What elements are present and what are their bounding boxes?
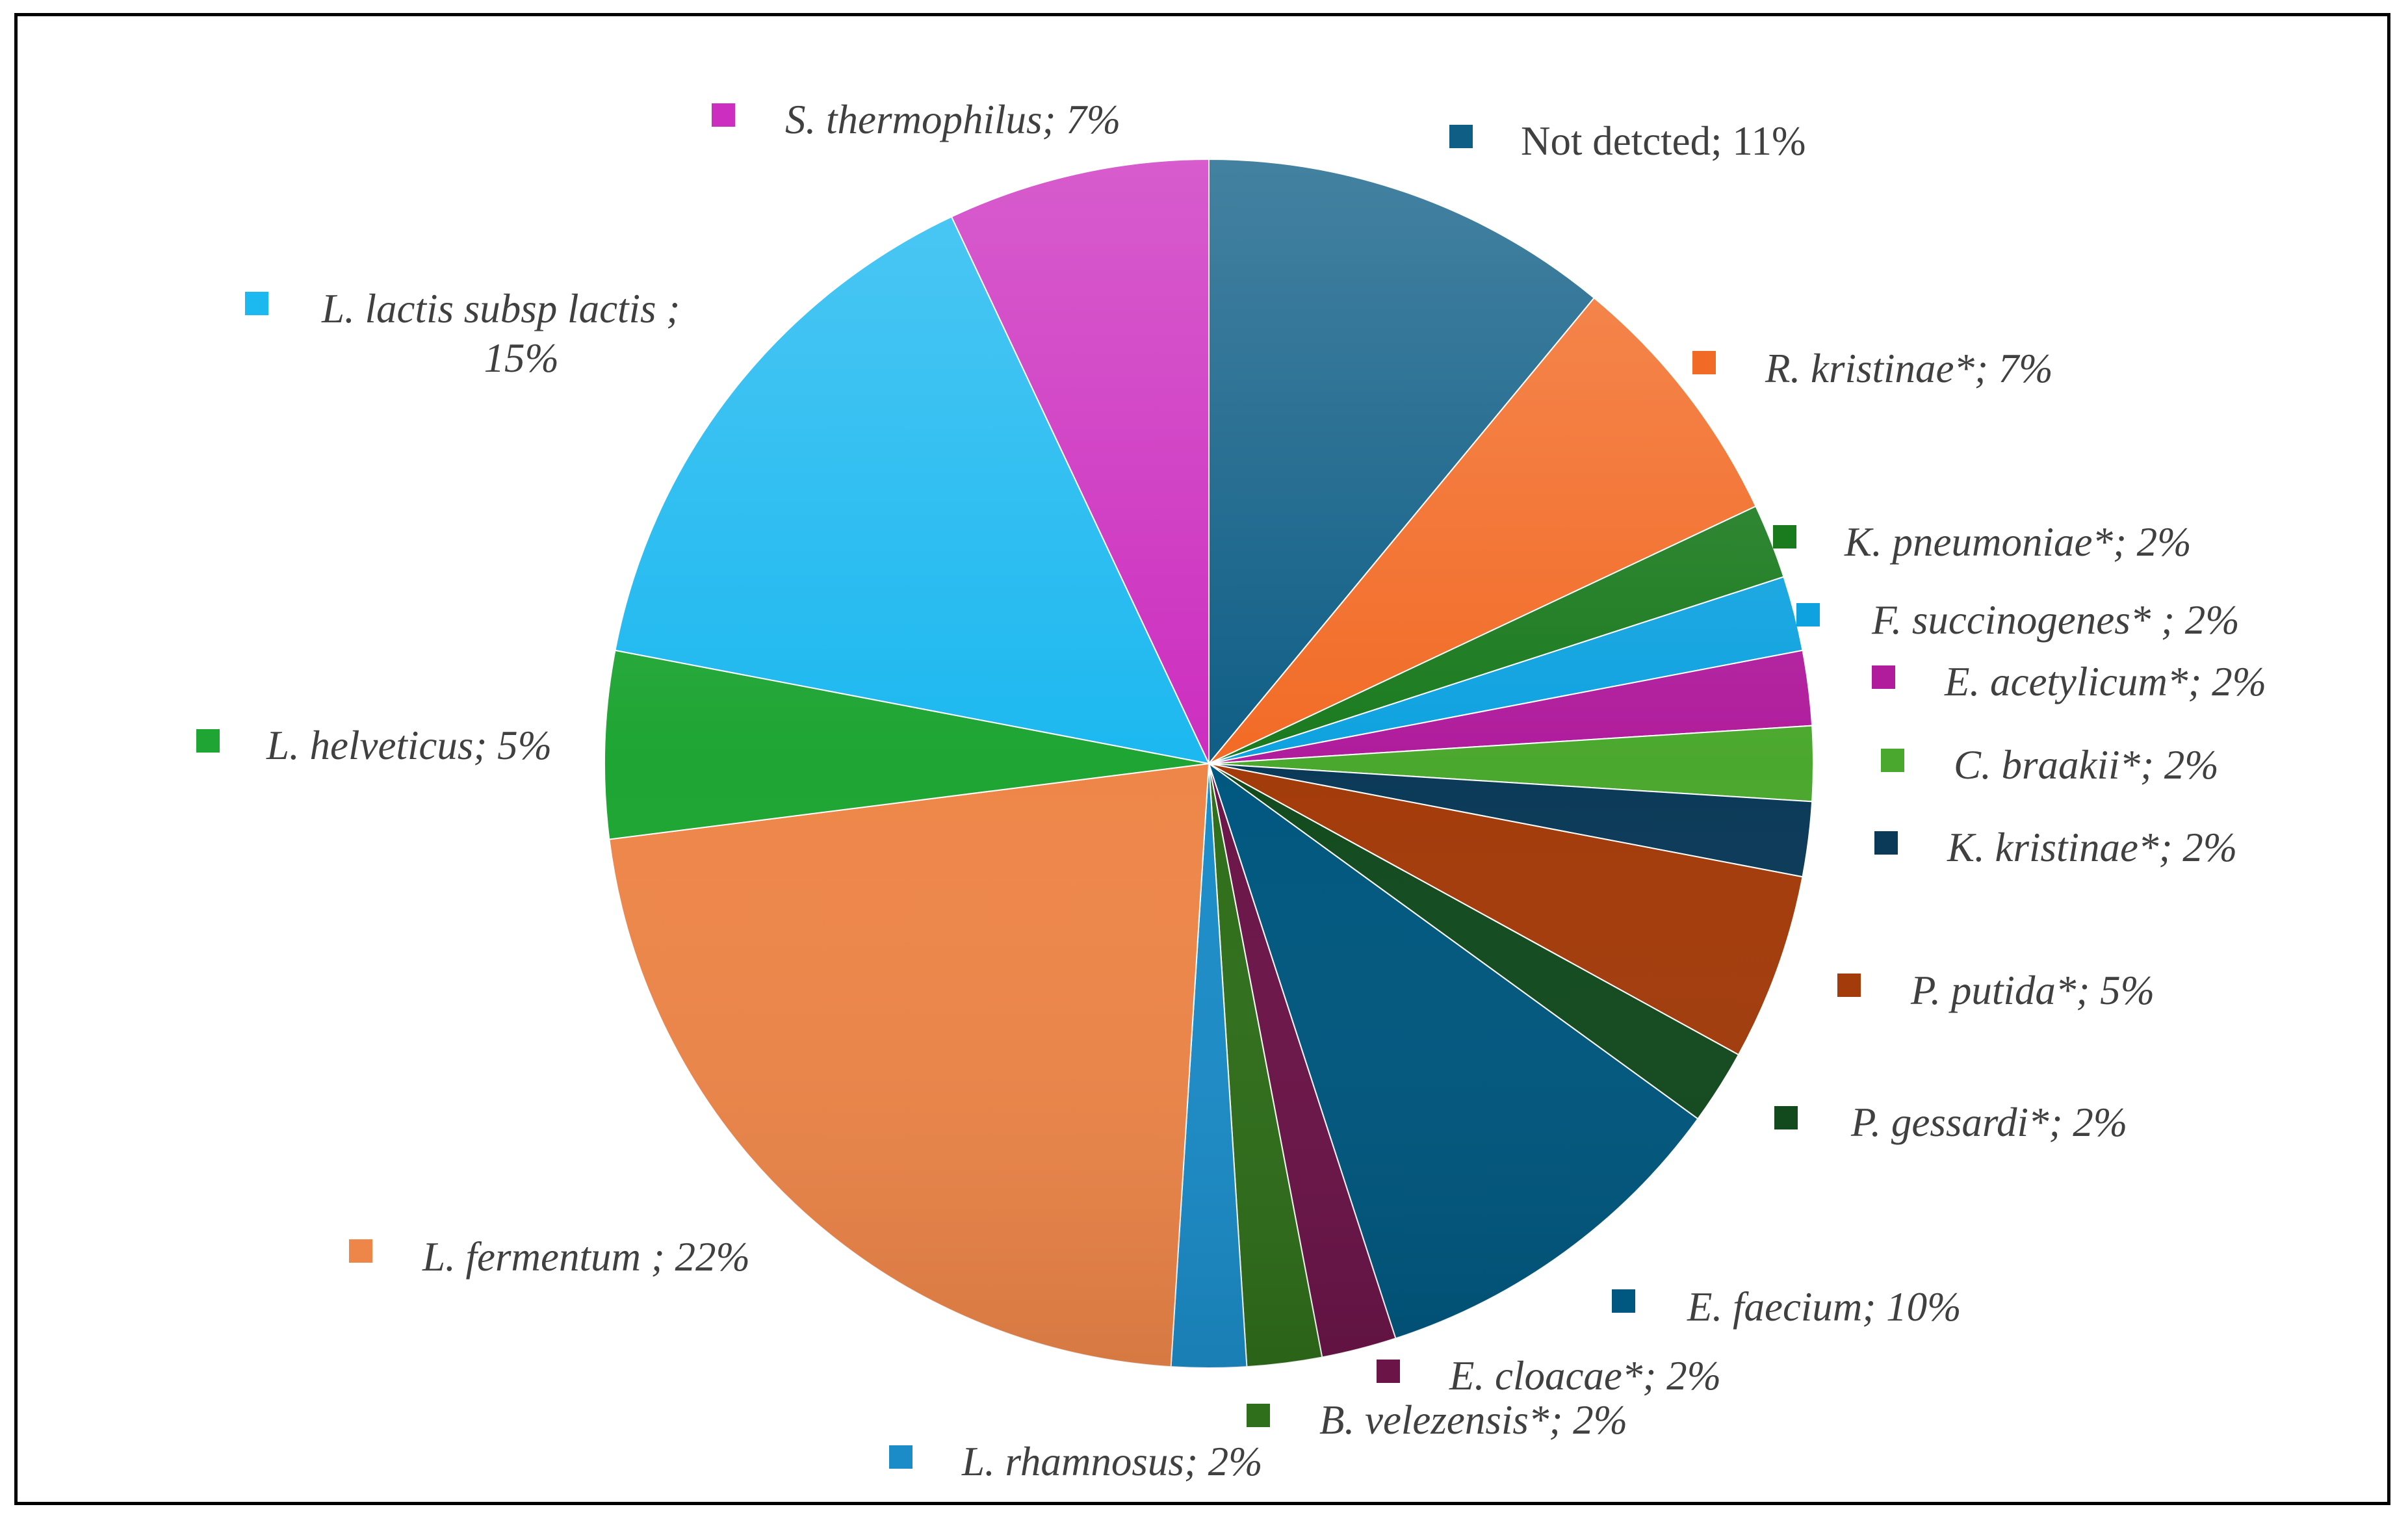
slice-label: E. acetylicum*; 2% [1944,659,2266,704]
slice-label: E. cloacae*; 2% [1449,1353,1721,1399]
slice-label-marker [1377,1360,1400,1383]
slice-label-marker [1874,831,1898,855]
slice-label: C. braakii*; 2% [1954,742,2219,788]
slice-label-marker [245,292,268,315]
slice-label: P. gessardi*; 2% [1850,1100,2127,1145]
slice-label-marker [349,1239,372,1263]
slice-label-marker [889,1445,913,1469]
slice-label: L. lactis subsp lactis ; [321,286,680,331]
slice-label-marker [1796,603,1820,626]
slice-label: B. velezensis*; 2% [1319,1397,1627,1443]
slice-label-marker [1692,351,1716,374]
slice-label-marker [1774,1106,1798,1129]
slice-label: R. kristinae*; 7% [1765,346,2053,391]
slice-label: K. kristinae*; 2% [1947,825,2237,870]
slice-labels: Not detcted; 11% R. kristinae*; 7% K. pneu… [196,97,2266,1484]
slice-label: P. putida*; 5% [1910,968,2155,1013]
slice-label: S. thermophilus; 7% [785,97,1120,142]
slice-label-marker [1612,1289,1635,1313]
slice-label-marker [1449,125,1473,148]
slice-label: F. succinogenes* ; 2% [1871,597,2240,643]
slice-label: E. faecium; 10% [1687,1284,1961,1330]
slice-label-continuation: 15% [484,335,559,381]
slice-label-marker [1872,665,1895,689]
slice-label-marker [1247,1404,1270,1427]
slice-label-marker [1837,974,1861,997]
slice-label-marker [1881,749,1904,772]
slice-label: L. helveticus; 5% [266,723,552,768]
slice-label-marker [1773,525,1796,548]
slice-label: L. fermentum ; 22% [422,1234,750,1280]
slice-label-marker [196,729,220,753]
slice-label: L. rhamnosus; 2% [961,1439,1263,1484]
slice-label-marker [712,103,735,127]
slice-label: K. pneumoniae*; 2% [1844,519,2192,565]
slice-label: Not detcted; 11% [1521,118,1806,164]
pie-slices [604,158,1814,1369]
